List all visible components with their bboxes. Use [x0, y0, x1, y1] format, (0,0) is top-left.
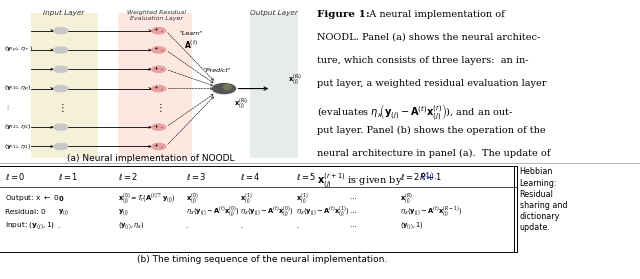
Text: $\mathbf{y}_{(j)}$: $\mathbf{y}_{(j)}$: [58, 207, 68, 217]
Text: -: -: [160, 48, 163, 53]
Text: $\eta_x(\mathbf{y}_{(j)}-\mathbf{A}^{(t)}\mathbf{x}^{(0)}_{(j)})$: $\eta_x(\mathbf{y}_{(j)}-\mathbf{A}^{(t)…: [240, 205, 293, 220]
Text: .: .: [240, 223, 242, 229]
Circle shape: [152, 86, 166, 92]
Text: (4).: (4).: [420, 172, 438, 181]
Text: $\ell=5$: $\ell=5$: [296, 171, 317, 182]
Text: +: +: [154, 124, 159, 129]
Text: $\mathbf{x}^{(R)}_{(j)}$: $\mathbf{x}^{(R)}_{(j)}$: [400, 191, 413, 206]
Text: Output: x $\leftarrow$ 0: Output: x $\leftarrow$ 0: [5, 193, 60, 203]
Text: $(\mathbf{y}_{(j)},\eta_x)$: $(\mathbf{y}_{(j)},\eta_x)$: [118, 221, 145, 231]
Text: (b) The timing sequence of the neural implementation.: (b) The timing sequence of the neural im…: [137, 255, 388, 264]
Text: $\eta_x(\mathbf{y}_{(j)}-\mathbf{A}^{(t)}\mathbf{x}^{(0)}_{(j)})$: $\eta_x(\mathbf{y}_{(j)}-\mathbf{A}^{(t)…: [186, 205, 239, 220]
Text: $\mathbf{y}_{(j)}$: $\mathbf{y}_{(j)}$: [118, 207, 129, 217]
Text: $\eta_x(\mathbf{y}_{(j)}-\mathbf{A}^{(t)}\mathbf{x}^{(R-1)}_{(j)})$: $\eta_x(\mathbf{y}_{(j)}-\mathbf{A}^{(t)…: [400, 205, 462, 220]
Text: $\mathbf{0}$: $\mathbf{0}$: [58, 194, 64, 203]
Text: .: .: [58, 223, 60, 229]
Text: -: -: [160, 145, 163, 150]
Text: (a) Neural implementation of NOODL: (a) Neural implementation of NOODL: [67, 154, 234, 163]
Text: $\ell=3$: $\ell=3$: [186, 171, 206, 182]
Text: Input Layer: Input Layer: [44, 10, 84, 16]
Circle shape: [212, 84, 236, 94]
Circle shape: [152, 143, 166, 150]
Text: .: .: [296, 223, 298, 229]
Text: $\eta_x(\mathbf{y}_{(j)}-\mathbf{A}^{(t)}\mathbf{x}^{(1)}_{(j)})$: $\eta_x(\mathbf{y}_{(j)}-\mathbf{A}^{(t)…: [296, 205, 349, 220]
Text: $\ell=2R+1$: $\ell=2R+1$: [400, 171, 442, 182]
Text: $\ell=4$: $\ell=4$: [240, 171, 260, 182]
Text: Residual: 0: Residual: 0: [5, 209, 46, 215]
Text: $\ldots$: $\ldots$: [349, 223, 356, 229]
FancyBboxPatch shape: [250, 13, 298, 158]
FancyBboxPatch shape: [118, 13, 192, 158]
Circle shape: [54, 86, 68, 92]
Text: -: -: [160, 126, 163, 131]
Text: NOODL. Panel (a) shows the neural architec-: NOODL. Panel (a) shows the neural archit…: [317, 33, 540, 42]
Text: (evaluates $\eta_x\!\left(\mathbf{y}_{(j)}-\mathbf{A}^{(t)}\mathbf{x}^{(r)}_{(j): (evaluates $\eta_x\!\left(\mathbf{y}_{(j…: [317, 102, 513, 122]
Text: $\mathbf{x}^{(0)}_{(j)}=\mathcal{T}_r(\mathbf{A}^{(t)\top}\mathbf{y}_{(j)})$: $\mathbf{x}^{(0)}_{(j)}=\mathcal{T}_r(\m…: [118, 191, 176, 206]
Text: $\ell=1$: $\ell=1$: [58, 171, 78, 182]
Text: A neural implementation of: A neural implementation of: [363, 10, 504, 19]
Text: Input: $(\mathbf{y}_{(j)}, 1)$: Input: $(\mathbf{y}_{(j)}, 1)$: [5, 221, 55, 231]
Text: $\mathbf{x}^{(1)}_{(j)}$: $\mathbf{x}^{(1)}_{(j)}$: [296, 191, 309, 206]
Circle shape: [54, 66, 68, 72]
Circle shape: [54, 124, 68, 130]
Text: "Learn": "Learn": [179, 31, 202, 36]
Text: $(\mathbf{y}_{(2)},\eta_2)$: $(\mathbf{y}_{(2)},\eta_2)$: [4, 123, 31, 131]
Text: $(\mathbf{y}_{(1)},\eta_1)$: $(\mathbf{y}_{(1)},\eta_1)$: [4, 142, 31, 151]
Text: $\vdots$: $\vdots$: [57, 101, 65, 114]
Circle shape: [152, 47, 166, 53]
Text: ture, which consists of three layers:  an in-: ture, which consists of three layers: an…: [317, 56, 528, 65]
Text: $\ldots$: $\ldots$: [349, 209, 356, 215]
Text: Output Layer: Output Layer: [250, 10, 298, 16]
Text: +: +: [154, 46, 159, 51]
Text: "Predict": "Predict": [204, 68, 232, 73]
Circle shape: [152, 124, 166, 130]
Text: .: .: [186, 223, 188, 229]
Circle shape: [152, 66, 166, 72]
Text: $\ell=0$: $\ell=0$: [5, 171, 26, 182]
Text: +: +: [154, 143, 159, 148]
Text: $(\mathbf{y}_{(j)},1)$: $(\mathbf{y}_{(j)},1)$: [400, 221, 424, 231]
Circle shape: [54, 47, 68, 53]
Circle shape: [152, 28, 166, 34]
Text: $\vdots$: $\vdots$: [155, 101, 163, 114]
Text: put layer. Panel (b) shows the operation of the: put layer. Panel (b) shows the operation…: [317, 126, 545, 135]
Text: -: -: [160, 29, 163, 34]
Text: $\vdots$: $\vdots$: [4, 104, 9, 112]
Text: $\mathbf{x}^{(R_t)}_{(j)}$: $\mathbf{x}^{(R_t)}_{(j)}$: [288, 72, 302, 87]
Circle shape: [54, 28, 68, 34]
Text: -: -: [160, 87, 163, 92]
Text: +: +: [154, 27, 159, 32]
Text: $(\mathbf{y}_{(p)},\eta_+)$: $(\mathbf{y}_{(p)},\eta_+)$: [4, 45, 33, 55]
Text: $\ldots$: $\ldots$: [349, 172, 358, 181]
Text: +: +: [154, 85, 159, 90]
Text: Figure 1:: Figure 1:: [317, 10, 369, 19]
Text: $\mathbf{x}^{(R_t)}_{(j)}$: $\mathbf{x}^{(R_t)}_{(j)}$: [234, 97, 248, 111]
Text: $\mathbf{A}^{(t)}$: $\mathbf{A}^{(t)}$: [184, 39, 198, 51]
FancyBboxPatch shape: [31, 13, 98, 158]
Text: -: -: [160, 68, 163, 73]
Text: $\ell=2$: $\ell=2$: [118, 171, 139, 182]
Circle shape: [54, 143, 68, 150]
Text: put layer, a weighted residual evaluation layer: put layer, a weighted residual evaluatio…: [317, 79, 547, 88]
Text: Weighted Residual
Evaluation Layer: Weighted Residual Evaluation Layer: [127, 10, 186, 21]
Text: $\mathbf{x}^{(0)}_{(j)}$: $\mathbf{x}^{(0)}_{(j)}$: [186, 191, 198, 206]
Text: +: +: [154, 66, 159, 71]
Text: $\mathbf{x}^{(r+1)}_{(j)}$ is given by: $\mathbf{x}^{(r+1)}_{(j)}$ is given by: [317, 172, 403, 191]
Text: Hebbian
Learning:
Residual
sharing and
dictionary
update.: Hebbian Learning: Residual sharing and d…: [520, 167, 567, 232]
Ellipse shape: [223, 85, 231, 90]
Text: $\mathbf{x}^{(1)}_{(j)}$: $\mathbf{x}^{(1)}_{(j)}$: [240, 191, 253, 206]
Text: $(\mathbf{y}_{(3)},\eta_p)$: $(\mathbf{y}_{(3)},\eta_p)$: [4, 83, 31, 94]
Text: neural architecture in panel (a).  The update of: neural architecture in panel (a). The up…: [317, 149, 550, 158]
Text: $\ldots$: $\ldots$: [349, 195, 356, 201]
